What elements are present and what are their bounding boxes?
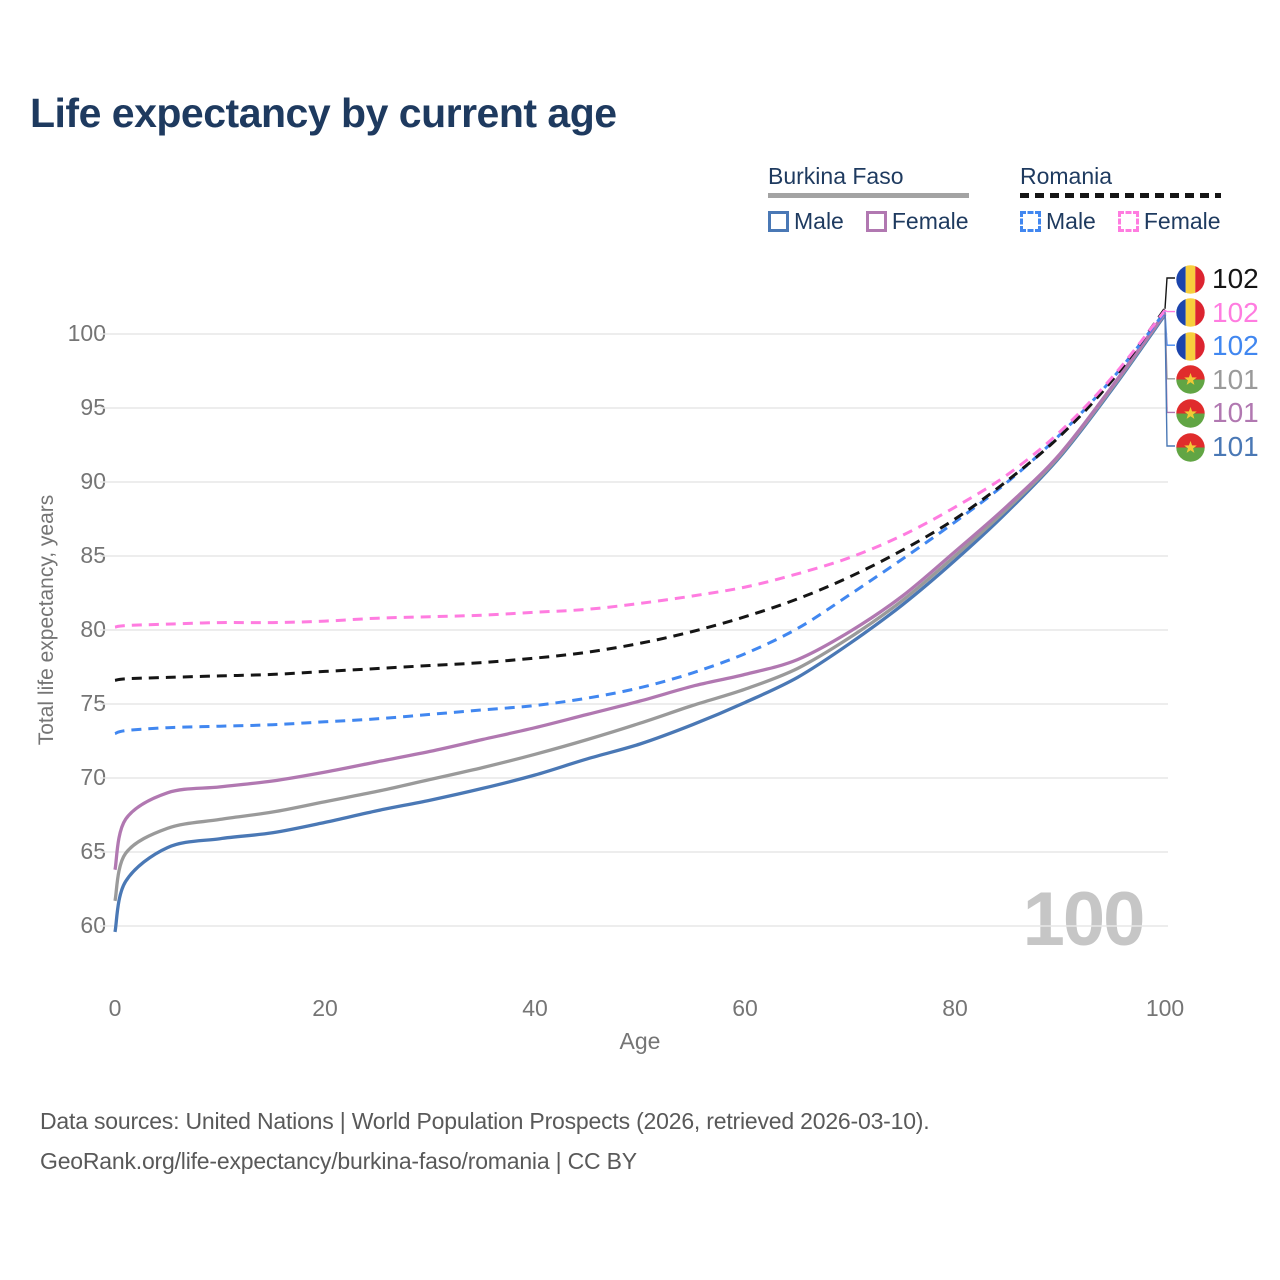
line-bf_male (113, 313, 1167, 933)
burkina-faso-flag-icon (1176, 432, 1205, 462)
end-value: 101 (1212, 431, 1259, 462)
line-ro_female (114, 309, 1167, 629)
y-tick-80: 80 (80, 616, 106, 642)
y-tick-65: 65 (80, 838, 106, 864)
ro-female-checkbox[interactable] (1117, 210, 1139, 232)
y-tick-85: 85 (80, 542, 106, 568)
legend-label: Male (1046, 207, 1096, 234)
legend-group-burkina-faso: Burkina Faso Male Female (768, 163, 969, 235)
watermark-age-label: 100 (1022, 877, 1146, 962)
romania-total-line-swatch (1020, 193, 1221, 198)
leader-line-ro_total (1164, 277, 1175, 309)
y-tick-90: 90 (80, 468, 106, 494)
end-value: 102 (1212, 330, 1259, 362)
x-tick-20: 20 (312, 995, 338, 1021)
romania-flag-icon (1176, 264, 1205, 294)
line-bf_total (113, 312, 1167, 902)
legend-country-label: Romania (1020, 163, 1113, 189)
end-value: 101 (1212, 363, 1259, 395)
legend-label: Female (891, 207, 969, 234)
bf-female-checkbox[interactable] (865, 210, 887, 232)
end-label-ro_total: 102 (1176, 263, 1259, 295)
line-bf_female (113, 311, 1167, 871)
legend-item-ro-male[interactable]: Male (1020, 208, 1096, 235)
romania-flag-icon (1176, 331, 1205, 361)
legend-item-ro-female[interactable]: Female (1117, 207, 1221, 235)
burkina-faso-flag-icon (1176, 365, 1205, 394)
x-tick-100: 100 (1145, 995, 1185, 1021)
burkina-faso-flag-icon (1176, 399, 1205, 428)
y-tick-95: 95 (80, 394, 106, 420)
end-value: 102 (1212, 263, 1259, 294)
y-tick-100: 100 (67, 320, 106, 346)
end-label-bf_female: 101 (1176, 397, 1259, 429)
romania-flag-icon (1176, 298, 1205, 327)
legend-label: Male (794, 207, 844, 234)
x-tick-60: 60 (732, 995, 758, 1021)
legend-group-romania: Romania Male Female (1020, 163, 1221, 235)
y-tick-75: 75 (80, 690, 106, 716)
line-ro_male (114, 310, 1167, 736)
y-tick-60: 60 (80, 912, 106, 938)
legend-item-bf-male[interactable]: Male (768, 208, 844, 235)
leader-line-bf_male (1164, 314, 1175, 447)
ro-male-checkbox[interactable] (1020, 210, 1041, 232)
legend-label: Female (1143, 207, 1221, 234)
end-value: 102 (1212, 296, 1259, 328)
y-tick-70: 70 (80, 764, 106, 790)
end-label-ro_male: 102 (1176, 330, 1259, 362)
legend-item-bf-female[interactable]: Female (865, 207, 969, 235)
x-tick-40: 40 (522, 995, 548, 1021)
legend-country-label: Burkina Faso (768, 163, 904, 189)
data-sources-text: Data sources: United Nations | World Pop… (40, 1108, 930, 1134)
end-value: 101 (1212, 397, 1259, 429)
end-label-bf_total: 101 (1176, 364, 1259, 396)
bf-male-checkbox[interactable] (768, 210, 789, 232)
line-ro_total (114, 307, 1167, 682)
end-label-ro_female: 102 (1176, 297, 1259, 329)
x-axis-title: Age (619, 1028, 661, 1054)
attribution-text: GeoRank.org/life-expectancy/burkina-faso… (40, 1148, 637, 1174)
leader-line-ro_female (1164, 309, 1175, 313)
x-tick-0: 0 (108, 995, 122, 1021)
page-title: Life expectancy by current age (30, 90, 617, 136)
x-tick-80: 80 (942, 995, 968, 1021)
end-label-bf_male: 101 (1176, 431, 1259, 463)
burkina-faso-total-line-swatch (768, 193, 969, 198)
